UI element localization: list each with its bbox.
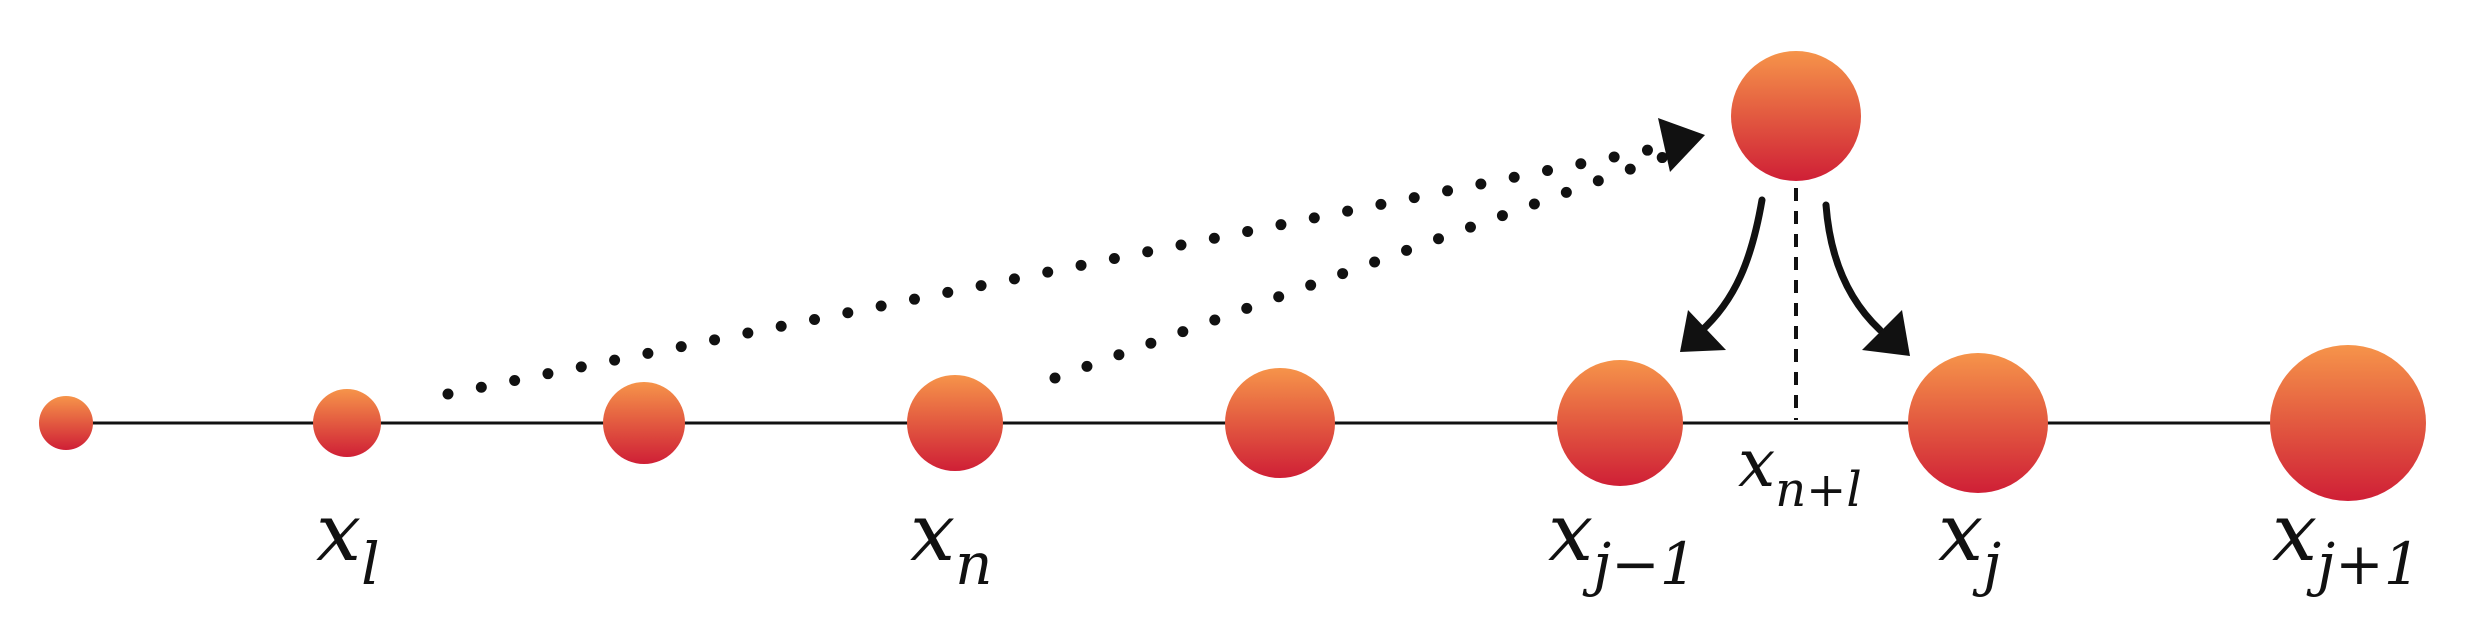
dotted-line-from-x-n <box>1049 148 1678 384</box>
node-x-j-plus <box>2270 345 2426 501</box>
node-2 <box>603 382 685 464</box>
dotted-line-from-x-l <box>442 140 1674 400</box>
node-x-j <box>1908 353 2048 493</box>
label-x-l: xl <box>316 486 380 598</box>
label-x-j-plus-1: xj+1 <box>2272 486 2421 598</box>
dotted-arrowhead <box>1658 118 1705 172</box>
label-x-j: xj <box>1938 486 2001 598</box>
label-x-n: xn <box>910 486 992 598</box>
node-4 <box>1225 368 1335 478</box>
node-0 <box>39 396 93 450</box>
curved-arrow-left-head <box>1680 310 1726 352</box>
node-new <box>1731 51 1861 181</box>
curved-arrow-left <box>1696 196 1766 336</box>
node-x-l <box>313 389 381 457</box>
curved-arrow-right <box>1822 201 1884 334</box>
label-x-j-minus-1: xj−1 <box>1548 486 1697 598</box>
dotted-arrows <box>442 140 1678 400</box>
curved-arrow-right-head <box>1862 310 1910 356</box>
label-x-n-plus-l: xn+l <box>1738 425 1862 518</box>
node-x-n <box>907 375 1003 471</box>
node-x-j-minus <box>1557 360 1683 486</box>
